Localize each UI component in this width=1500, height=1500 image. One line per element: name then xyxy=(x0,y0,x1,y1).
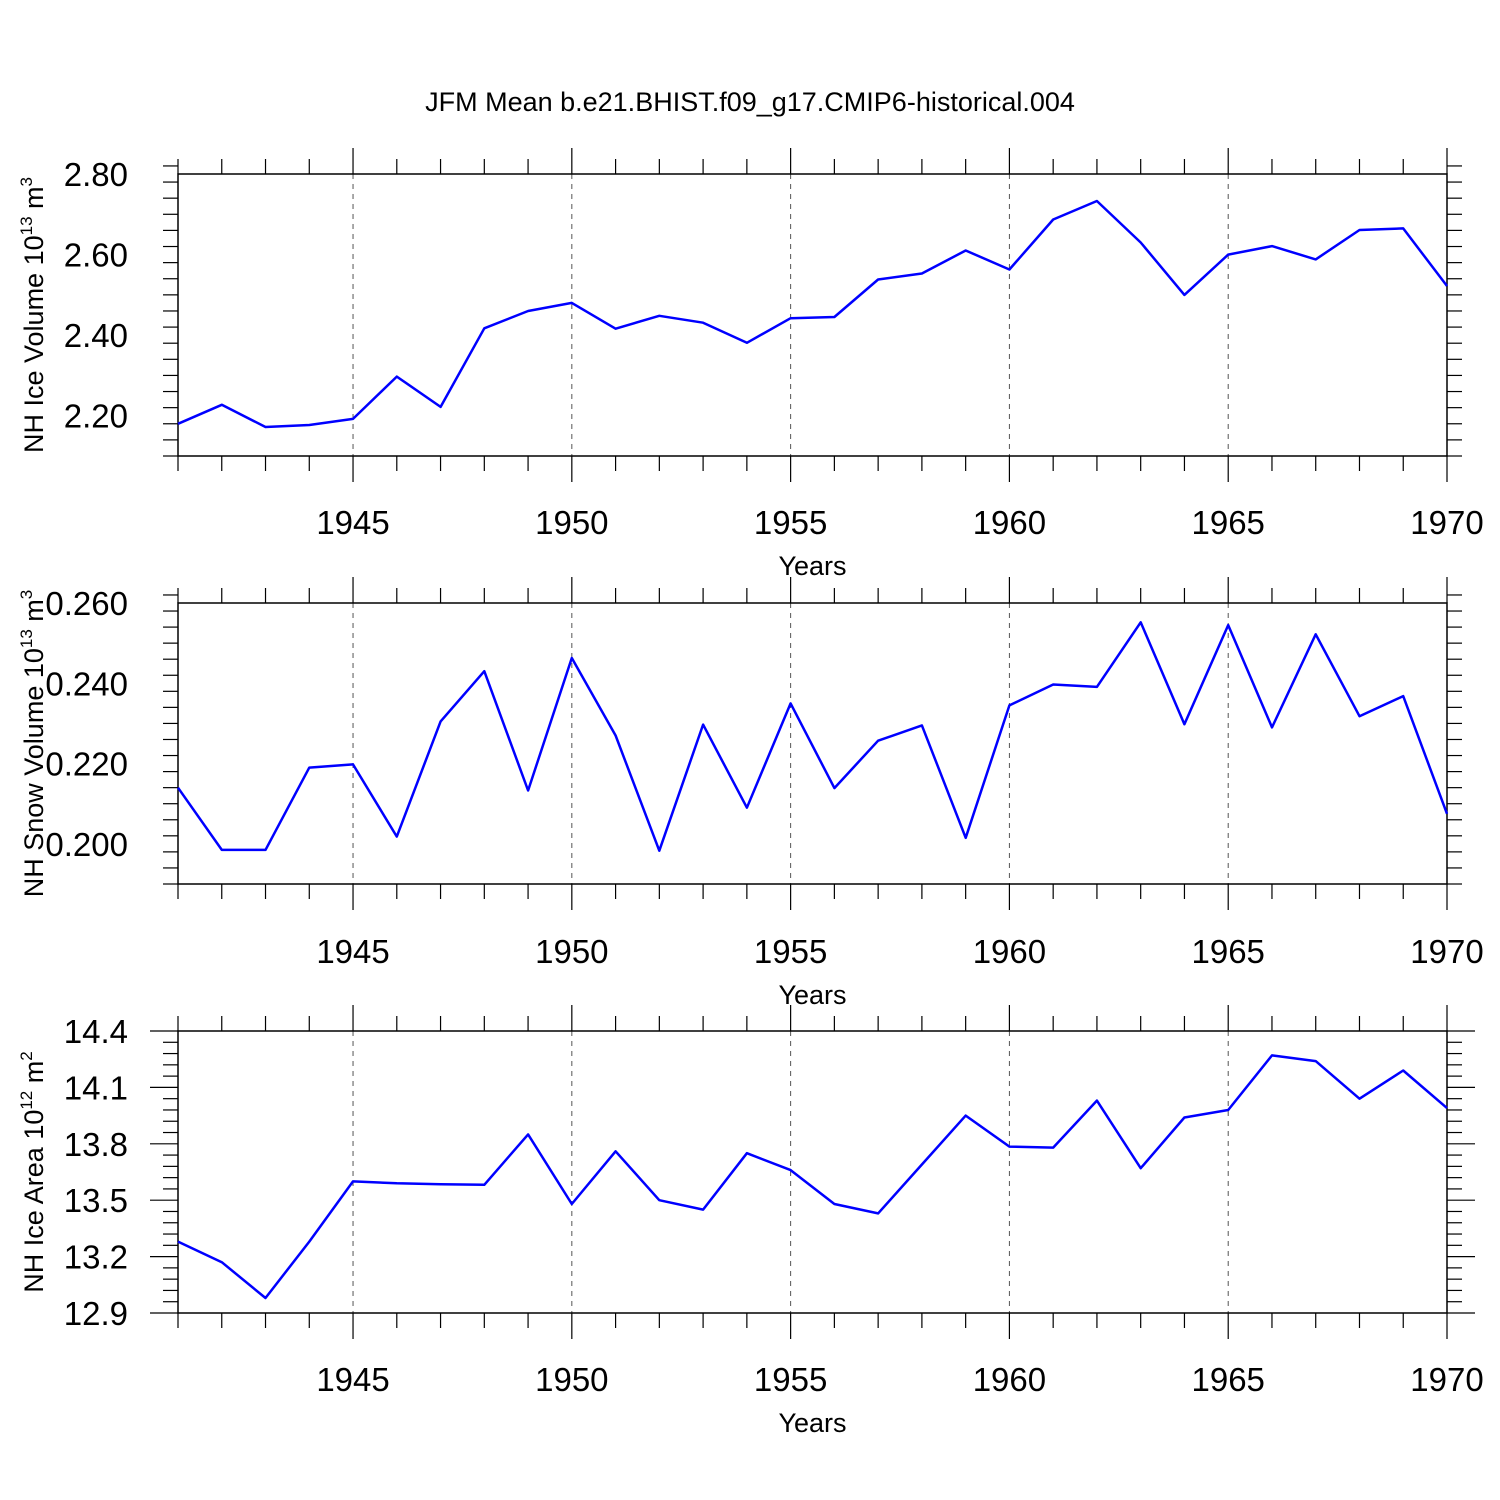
y-axis-title: NH Ice Volume 1013 m3 xyxy=(17,177,49,453)
plot-frame xyxy=(177,1030,1448,1314)
x-axis-title: Years xyxy=(778,551,846,581)
y-tick-label: 14.1 xyxy=(64,1069,128,1106)
panel-3: 12.9 13.2 13.5 13.8 14.1 14.4 1945 1950 1955 1960… xyxy=(17,1005,1484,1438)
panels: 2.20 2.40 2.60 2.80 1945 1950 1955 1960 1965 1970… xyxy=(17,148,1484,1438)
x-tick-label: 1960 xyxy=(973,1361,1046,1398)
y-tick-label: 2.20 xyxy=(64,398,128,435)
y-axis-title-unit-exp: 2 xyxy=(17,1051,36,1060)
y-tick-label: 13.2 xyxy=(64,1239,128,1276)
y-tick-label: 13.8 xyxy=(64,1126,128,1163)
y-axis-title-unit: m xyxy=(19,186,49,216)
y-axis-title-unit-exp: 3 xyxy=(17,590,36,599)
x-tick-label: 1945 xyxy=(316,1361,389,1398)
y-tick-label: 0.260 xyxy=(45,585,128,622)
x-axis-title: Years xyxy=(778,980,846,1010)
x-tick-label: 1955 xyxy=(754,1361,827,1398)
y-tick-label: 0.240 xyxy=(45,665,128,702)
y-axis-title-main: NH Ice Volume 10 xyxy=(19,235,49,453)
y-tick-label: 0.220 xyxy=(45,746,128,783)
y-axis-title: NH Snow Volume 1013 m3 xyxy=(17,590,49,898)
y-tick-label: 0.200 xyxy=(45,826,128,863)
x-axis-title: Years xyxy=(778,1408,846,1438)
x-tick-label: 1945 xyxy=(316,504,389,541)
y-axis-title-unit: m xyxy=(19,599,49,629)
panel-2: 0.200 0.220 0.240 0.260 1945 1950 1955 1960 1965… xyxy=(17,577,1484,1010)
panel-1: 2.20 2.40 2.60 2.80 1945 1950 1955 1960 1965 1970… xyxy=(17,148,1484,581)
y-axis-title-exp: 13 xyxy=(17,216,36,235)
x-tick-label: 1970 xyxy=(1410,504,1483,541)
y-axis-title-main: NH Ice Area 10 xyxy=(19,1110,49,1293)
x-tick-label: 1970 xyxy=(1410,1361,1483,1398)
x-tick-label: 1970 xyxy=(1410,933,1483,970)
x-tick-label: 1950 xyxy=(535,933,608,970)
series-line xyxy=(176,621,1449,852)
y-axis-title-exp: 13 xyxy=(17,629,36,648)
x-tick-label: 1955 xyxy=(754,504,827,541)
series-line xyxy=(177,1054,1448,1300)
x-tick-label: 1960 xyxy=(973,504,1046,541)
y-axis-title: NH Ice Area 1012 m2 xyxy=(17,1051,49,1292)
y-tick-label: 2.60 xyxy=(64,237,128,274)
y-tick-label: 12.9 xyxy=(64,1295,128,1332)
y-tick-label: 2.80 xyxy=(64,156,128,193)
y-axis-title-unit: m xyxy=(19,1061,49,1091)
x-tick-label: 1965 xyxy=(1191,1361,1264,1398)
x-tick-label: 1965 xyxy=(1191,933,1264,970)
x-tick-label: 1950 xyxy=(535,1361,608,1398)
x-tick-label: 1950 xyxy=(535,504,608,541)
y-axis-title-exp: 12 xyxy=(17,1091,36,1110)
y-tick-label: 2.40 xyxy=(64,317,128,354)
plot-frame xyxy=(177,602,1448,885)
y-axis-title-unit-exp: 3 xyxy=(17,177,36,186)
y-tick-label: 13.5 xyxy=(64,1182,128,1219)
figure-title: JFM Mean b.e21.BHIST.f09_g17.CMIP6-histo… xyxy=(425,87,1075,117)
x-tick-label: 1965 xyxy=(1191,504,1264,541)
plot-frame xyxy=(177,173,1448,457)
y-axis-title-main: NH Snow Volume 10 xyxy=(19,648,49,897)
x-tick-label: 1955 xyxy=(754,933,827,970)
x-tick-label: 1960 xyxy=(973,933,1046,970)
y-tick-label: 14.4 xyxy=(64,1013,128,1050)
x-tick-label: 1945 xyxy=(316,933,389,970)
series-line xyxy=(177,199,1448,429)
